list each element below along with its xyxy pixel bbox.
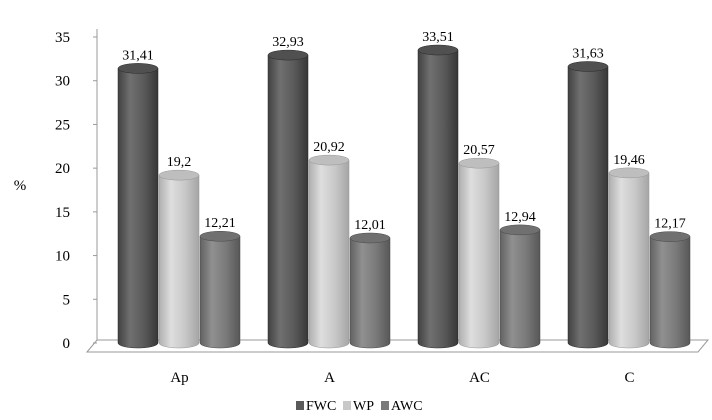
bar-wp-a xyxy=(308,154,350,349)
legend-label: AWC xyxy=(391,399,423,414)
y-tick-label: 15 xyxy=(55,205,70,221)
x-tick-label: C xyxy=(624,370,634,386)
plot-frame xyxy=(85,29,710,353)
bar-wp-ap xyxy=(158,169,200,349)
x-tick-label: Ap xyxy=(170,370,188,386)
bar-fwc-ac xyxy=(417,44,459,349)
y-tick-label: 5 xyxy=(63,292,71,308)
data-label-wp-ap: 19,2 xyxy=(167,155,192,170)
legend: FWC WP AWC xyxy=(296,399,423,414)
x-tick-label: AC xyxy=(469,370,490,386)
bar-awc-c xyxy=(649,231,691,349)
data-label-wp-c: 19,46 xyxy=(613,153,645,168)
legend-label: FWC xyxy=(306,399,336,414)
x-tick-label: A xyxy=(324,370,335,386)
data-label-fwc-ap: 31,41 xyxy=(122,48,154,63)
bar-awc-ac xyxy=(499,224,541,349)
bars xyxy=(117,44,691,349)
data-label-awc-ac: 12,94 xyxy=(504,210,536,225)
bar-awc-a xyxy=(349,232,391,349)
bar-fwc-ap xyxy=(117,63,159,349)
y-tick-label: 25 xyxy=(55,117,70,133)
data-label-wp-a: 20,92 xyxy=(313,140,345,155)
data-label-awc-ap: 12,21 xyxy=(204,216,236,231)
bar-wp-ac xyxy=(458,157,500,349)
bar-awc-ap xyxy=(199,230,241,349)
legend-swatch xyxy=(296,401,304,410)
legend-item-wp: WP xyxy=(343,399,374,414)
y-tick-label: 0 xyxy=(63,336,71,352)
bar-fwc-c xyxy=(567,61,609,349)
y-axis: 0 5 10 15 20 25 30 35% xyxy=(14,30,97,352)
legend-swatch xyxy=(343,401,351,410)
data-label-awc-c: 12,17 xyxy=(654,217,686,232)
y-tick-label: 10 xyxy=(55,249,70,265)
bar-fwc-a xyxy=(267,49,309,349)
legend-item-fwc: FWC xyxy=(296,399,336,414)
x-axis: Ap A AC C xyxy=(170,370,634,386)
data-label-awc-a: 12,01 xyxy=(354,218,386,233)
y-tick-label: 30 xyxy=(55,74,70,90)
y-axis-title: % xyxy=(14,178,27,194)
data-labels: 31,41 19,2 12,21 32,93 20,92 12,01 33,51 20,57 1… xyxy=(122,30,686,233)
legend-item-awc: AWC xyxy=(381,399,423,414)
legend-swatch xyxy=(381,401,389,410)
data-label-fwc-a: 32,93 xyxy=(272,35,304,50)
data-label-fwc-ac: 33,51 xyxy=(422,30,454,45)
bar-wp-c xyxy=(608,167,650,349)
floor-plane xyxy=(85,339,710,353)
legend-label: WP xyxy=(353,399,374,414)
data-label-wp-ac: 20,57 xyxy=(463,143,495,158)
y-tick-label: 20 xyxy=(55,161,70,177)
y-tick-label: 35 xyxy=(55,30,70,46)
data-label-fwc-c: 31,63 xyxy=(572,46,604,61)
